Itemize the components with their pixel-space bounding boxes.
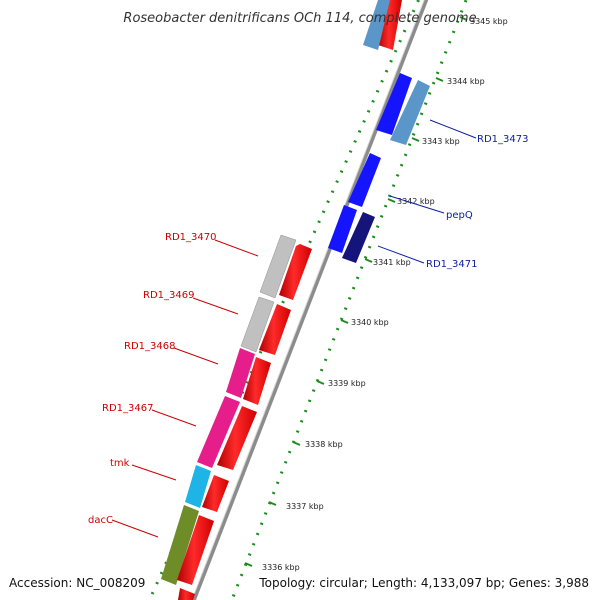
tick-3340 <box>340 319 349 324</box>
tick-label: 3340 kbp <box>351 318 389 327</box>
gene-label: RD1_3469 <box>143 290 194 301</box>
tick-label: 3338 kbp <box>305 440 343 449</box>
cds-arrows <box>177 0 402 600</box>
tick-3337 <box>268 501 277 506</box>
cds-arrow <box>243 357 271 405</box>
tick-3336 <box>244 562 253 567</box>
tick-marks <box>244 16 468 567</box>
cds-arrow <box>259 304 291 355</box>
leader-line <box>429 119 477 139</box>
gene-labels-right: RD1_3473 pepQ RD1_3471 <box>426 134 528 270</box>
features-left-strand <box>161 234 297 585</box>
tick-3339 <box>316 380 325 385</box>
leader-line <box>377 245 425 264</box>
gene-dacc <box>161 505 199 585</box>
gene-blue-3341 <box>328 205 357 253</box>
features-right-strand <box>328 0 430 263</box>
tick-label: 3339 kbp <box>328 379 366 388</box>
gene-label: tmk <box>110 458 130 469</box>
gene-label: RD1_3470 <box>165 232 216 243</box>
leader-lines-right <box>377 119 477 264</box>
genome-backbone-highlight <box>191 0 425 600</box>
leader-line <box>131 464 177 481</box>
map-title: Roseobacter denitrificans OCh 114, compl… <box>123 11 476 26</box>
leader-line <box>111 519 159 538</box>
tick-3343 <box>411 137 420 142</box>
cds-arrow <box>217 406 257 470</box>
cds-arrow <box>279 244 312 300</box>
accession-text: Accession: NC_008209 <box>9 576 145 590</box>
gene-label: RD1_3467 <box>102 403 153 414</box>
gene-rd1-3470 <box>259 234 297 299</box>
gene-rd1-3471 <box>342 212 375 263</box>
gene-label: pepQ <box>446 210 473 221</box>
gene-label: RD1_3473 <box>477 134 528 145</box>
cds-arrow <box>202 475 229 512</box>
summary-text: Topology: circular; Length: 4,133,097 bp… <box>258 576 589 590</box>
leader-line <box>192 297 239 315</box>
genome-backbone <box>191 0 429 600</box>
gene-rd1-3473 <box>390 80 430 145</box>
dotted-track-right <box>230 0 468 600</box>
tick-label: 3341 kbp <box>373 258 411 267</box>
gene-label: dacC <box>88 515 113 526</box>
gene-rd1-3467 <box>197 396 240 468</box>
leader-line <box>151 409 197 427</box>
gene-steel-top <box>363 0 390 50</box>
tick-3338 <box>292 441 301 446</box>
tick-3345 <box>459 16 468 21</box>
tick-3341 <box>364 258 373 263</box>
tick-label: 3336 kbp <box>262 563 300 572</box>
gene-labels-left: RD1_3470 RD1_3469 RD1_3468 RD1_3467 tmk … <box>88 232 216 526</box>
gene-rd1-3469 <box>240 296 275 353</box>
gene-rd1-3468 <box>226 348 255 398</box>
tick-labels: 3336 kbp 3337 kbp 3338 kbp 3339 kbp 3340… <box>262 17 508 572</box>
tick-label: 3342 kbp <box>397 197 435 206</box>
tick-label: 3337 kbp <box>286 502 324 511</box>
tick-3342 <box>387 198 396 203</box>
tick-3344 <box>435 77 444 82</box>
tick-label: 3345 kbp <box>470 17 508 26</box>
cds-arrow <box>177 515 214 585</box>
leader-line <box>214 239 259 257</box>
leader-line <box>173 347 219 365</box>
gene-tmk <box>185 465 211 508</box>
tick-label: 3343 kbp <box>422 137 460 146</box>
gene-label: RD1_3471 <box>426 259 477 270</box>
leader-line <box>389 195 445 214</box>
leader-lines-left <box>111 239 259 538</box>
gene-blue-3344 <box>376 73 412 135</box>
gene-pepq <box>348 153 381 207</box>
tick-label: 3344 kbp <box>447 77 485 86</box>
gene-label: RD1_3468 <box>124 341 175 352</box>
cds-arrow <box>178 588 195 600</box>
